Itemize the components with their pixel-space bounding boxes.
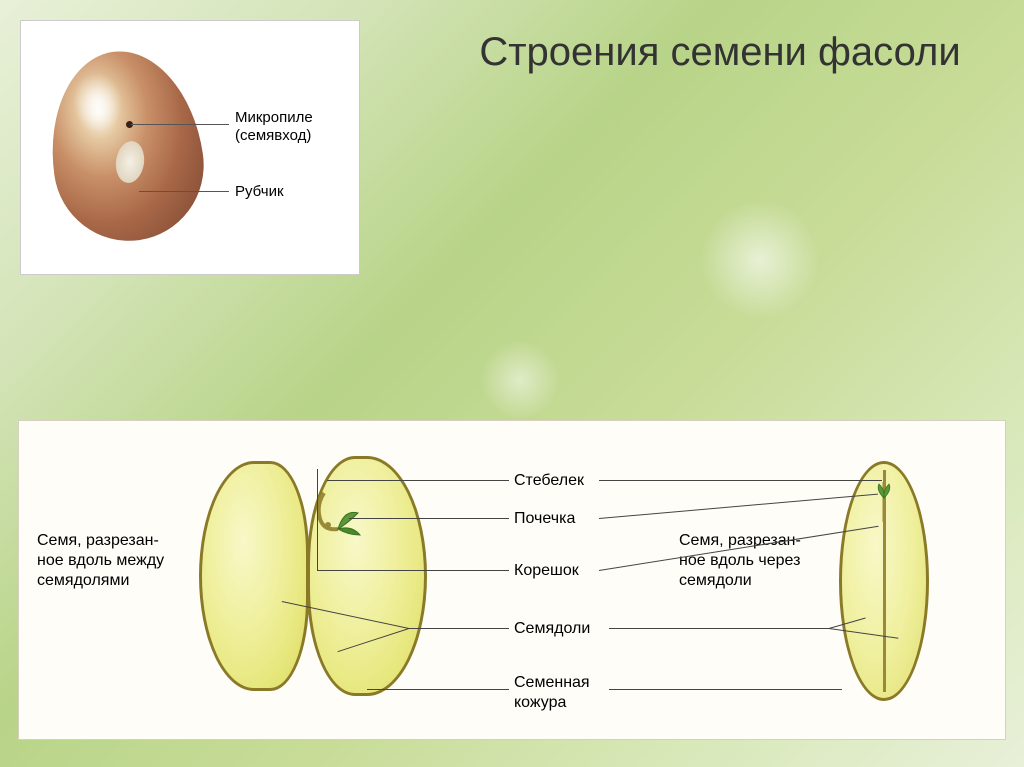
leader-micropyle bbox=[131, 124, 229, 125]
embryo-cross bbox=[873, 482, 895, 522]
top-seed-panel: Микропиле (семявход) Рубчик bbox=[20, 20, 360, 275]
leader-hilum bbox=[139, 191, 229, 192]
label-semyadoli: Семядоли bbox=[514, 619, 590, 639]
ll-koreshok-left-up bbox=[317, 469, 318, 571]
ll-pochechka-left bbox=[349, 518, 509, 519]
bottom-seed-panel: Семя, разрезан- ное вдоль между семядоля… bbox=[18, 420, 1006, 740]
label-micropyle: Микропиле (семявход) bbox=[235, 109, 313, 145]
caption-left: Семя, разрезан- ное вдоль между семядоля… bbox=[37, 531, 164, 591]
stebelek-node bbox=[325, 522, 331, 528]
plumule-leaf1 bbox=[338, 512, 358, 529]
cross-section-seed bbox=[839, 461, 929, 701]
opened-seed bbox=[199, 461, 439, 706]
ll-stebelek-right bbox=[599, 480, 882, 481]
cotyledon-left bbox=[199, 461, 309, 691]
ll-koreshok-left bbox=[317, 570, 509, 571]
ll-stebelek-left bbox=[327, 480, 509, 481]
ll-pochechka-right bbox=[599, 494, 878, 519]
page-title: Строения семени фасоли bbox=[440, 30, 1000, 75]
label-koreshok: Корешок bbox=[514, 561, 579, 581]
label-hilum: Рубчик bbox=[235, 183, 284, 201]
label-kozhura: Семенная кожура bbox=[514, 673, 590, 713]
label-stebelek: Стебелек bbox=[514, 471, 584, 491]
ll-semyadoli-right-main bbox=[609, 628, 829, 629]
label-pochechka: Почечка bbox=[514, 509, 575, 529]
ll-kozhura-right bbox=[609, 689, 842, 690]
ll-semyadoli-left-main bbox=[409, 628, 509, 629]
ll-kozhura-left bbox=[367, 689, 509, 690]
plumule-leaf2 bbox=[338, 528, 360, 535]
bean-highlight bbox=[69, 69, 127, 135]
